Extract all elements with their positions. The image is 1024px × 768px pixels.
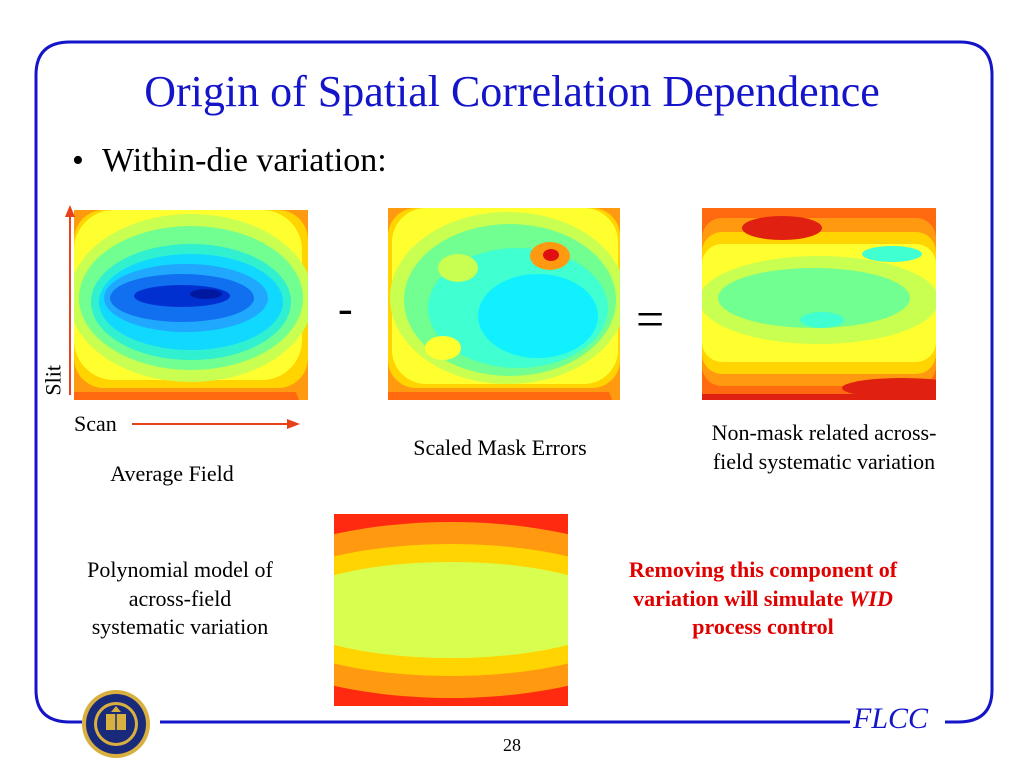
wid-note: Removing this component of variation wil… [578,556,948,642]
wid-note-line3: process control [692,614,834,640]
bullet-text: Within-die variation: [102,142,387,179]
non-mask-label-line1: Non-mask related across- [711,420,937,445]
wid-note-line2: variation will simulate WID [578,585,948,614]
scaled-mask-errors-plot [388,208,620,400]
scan-axis-label: Scan [74,411,117,436]
bullet-item: • Within-die variation: [72,142,387,180]
wid-note-line2-prefix: variation will simulate [633,585,849,611]
polynomial-label-line3: systematic variation [91,614,269,640]
wid-note-line1: Removing this component of [628,557,898,582]
slit-arrow [65,205,75,395]
page-number: 28 [503,735,521,755]
scan-arrow [132,419,300,429]
polynomial-label-line1: Polynomial model of [87,557,273,582]
flcc-logo: FLCC [853,702,929,735]
non-mask-variation-label: Non-mask related across- field systemati… [664,419,984,476]
scaled-mask-errors-label: Scaled Mask Errors [413,435,587,460]
slit-axis-label: Slit [40,365,66,396]
wid-note-emphasis: WID [848,585,893,611]
average-field-plot [74,210,308,400]
polynomial-model-plot [334,514,568,706]
equals-operator: = [636,291,665,347]
university-seal-logo [82,690,150,758]
non-mask-label-line2: field systematic variation [712,448,936,474]
polynomial-label-line2: across-field [128,585,232,611]
minus-operator: - [338,284,353,333]
polynomial-model-label: Polynomial model of across-field systema… [52,556,308,642]
non-mask-variation-plot [702,208,936,400]
bullet-dot: • [72,142,84,179]
average-field-label: Average Field [110,461,234,486]
slide-title: Origin of Spatial Correlation Dependence [144,67,880,116]
